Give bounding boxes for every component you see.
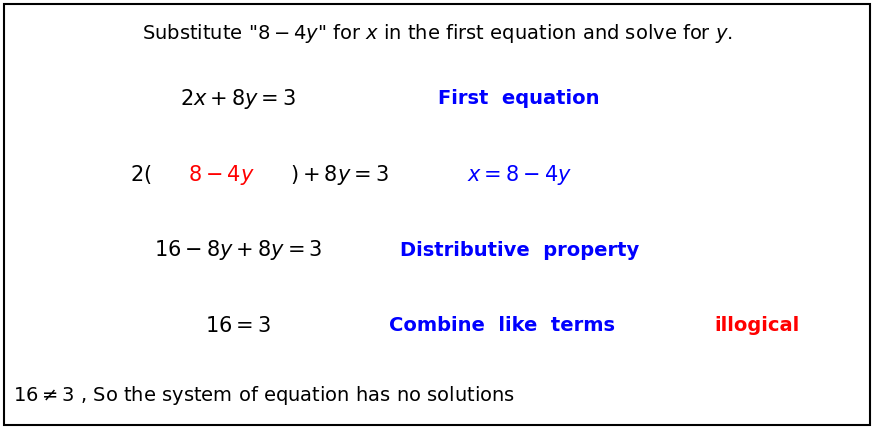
Text: $16 - 8y + 8y = 3$: $16 - 8y + 8y = 3$	[154, 238, 322, 262]
Text: $8 - 4y$: $8 - 4y$	[188, 163, 254, 187]
Text: $2($: $2($	[129, 163, 151, 186]
Text: $2x + 8y = 3$: $2x + 8y = 3$	[180, 87, 296, 111]
Text: Combine  like  terms: Combine like terms	[389, 317, 615, 335]
Text: Distributive  property: Distributive property	[399, 241, 639, 260]
Text: Substitute "$8 - 4y$" for $x$ in the first equation and solve for $y$.: Substitute "$8 - 4y$" for $x$ in the fir…	[142, 22, 732, 45]
Text: First  equation: First equation	[439, 89, 600, 108]
Text: $16 \neq 3$ , So the system of equation has no solutions: $16 \neq 3$ , So the system of equation …	[13, 384, 515, 407]
Text: $) + 8y = 3$: $) + 8y = 3$	[290, 163, 388, 187]
Text: $16 = 3$: $16 = 3$	[205, 316, 271, 336]
Text: $x = 8 - 4y$: $x = 8 - 4y$	[467, 163, 572, 187]
Text: illogical: illogical	[715, 317, 800, 335]
